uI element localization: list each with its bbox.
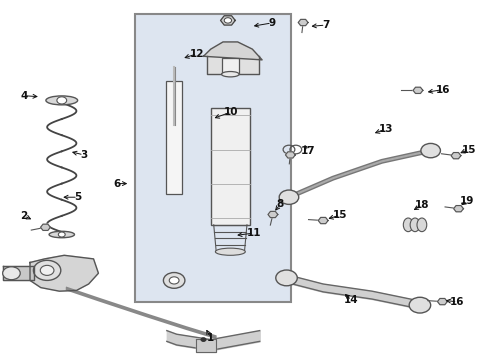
Bar xyxy=(211,108,250,225)
Text: 4: 4 xyxy=(21,91,28,101)
Circle shape xyxy=(58,232,65,237)
Circle shape xyxy=(224,18,232,23)
Ellipse shape xyxy=(410,218,420,231)
Text: 7: 7 xyxy=(322,20,329,30)
Polygon shape xyxy=(203,42,262,60)
Polygon shape xyxy=(318,217,328,224)
Polygon shape xyxy=(451,153,461,159)
Polygon shape xyxy=(30,255,98,291)
Text: 8: 8 xyxy=(276,199,284,210)
Polygon shape xyxy=(413,87,423,94)
Text: 10: 10 xyxy=(224,107,239,117)
Text: 15: 15 xyxy=(462,144,476,154)
Bar xyxy=(135,14,292,302)
Circle shape xyxy=(33,260,61,280)
Text: 11: 11 xyxy=(246,228,261,238)
Polygon shape xyxy=(196,339,216,352)
Text: 15: 15 xyxy=(333,210,347,220)
Polygon shape xyxy=(3,266,34,280)
Ellipse shape xyxy=(417,218,427,231)
Circle shape xyxy=(201,338,206,341)
Text: 18: 18 xyxy=(415,200,429,210)
Circle shape xyxy=(421,143,441,158)
Polygon shape xyxy=(286,152,295,158)
Ellipse shape xyxy=(221,72,239,77)
Ellipse shape xyxy=(403,218,413,231)
Polygon shape xyxy=(438,298,447,305)
Text: 16: 16 xyxy=(436,85,450,95)
Text: 3: 3 xyxy=(80,150,87,160)
Text: 17: 17 xyxy=(301,145,316,156)
Polygon shape xyxy=(207,56,259,74)
Polygon shape xyxy=(298,19,308,26)
Polygon shape xyxy=(41,224,50,230)
Text: 5: 5 xyxy=(74,192,81,202)
Circle shape xyxy=(279,190,299,204)
Text: 14: 14 xyxy=(344,295,359,305)
Ellipse shape xyxy=(46,96,77,105)
Polygon shape xyxy=(268,211,278,217)
Text: 13: 13 xyxy=(378,124,393,134)
Circle shape xyxy=(169,277,179,284)
Text: 9: 9 xyxy=(269,18,275,28)
Bar xyxy=(166,81,182,194)
Circle shape xyxy=(57,97,67,104)
Text: 12: 12 xyxy=(190,49,204,59)
Text: 6: 6 xyxy=(113,179,121,189)
Text: 2: 2 xyxy=(21,211,28,221)
Ellipse shape xyxy=(49,231,74,238)
Text: 16: 16 xyxy=(450,297,465,307)
Text: 19: 19 xyxy=(460,196,474,206)
Text: 1: 1 xyxy=(207,333,215,343)
Polygon shape xyxy=(220,16,235,25)
Circle shape xyxy=(163,273,185,288)
Circle shape xyxy=(409,297,431,313)
Circle shape xyxy=(276,270,297,286)
Ellipse shape xyxy=(216,248,245,255)
Circle shape xyxy=(40,265,54,275)
Polygon shape xyxy=(454,206,464,212)
Bar xyxy=(221,58,239,74)
Circle shape xyxy=(2,267,20,280)
